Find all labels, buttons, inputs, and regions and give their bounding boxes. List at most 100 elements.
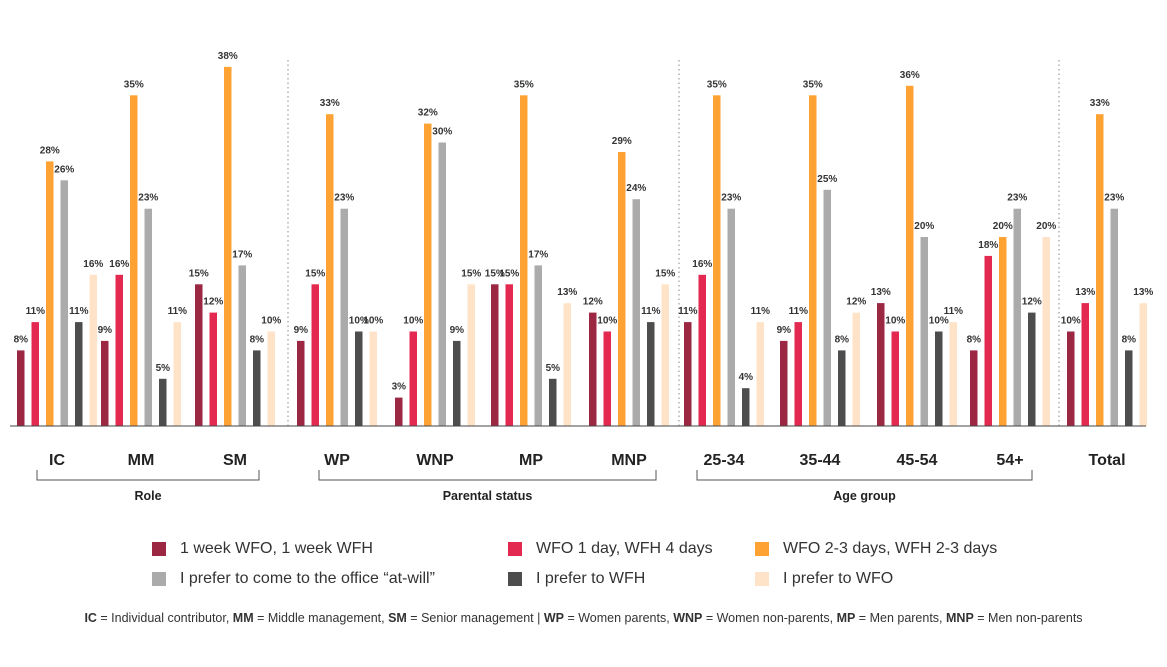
value-label: 33% — [1090, 98, 1110, 109]
bar — [684, 322, 692, 426]
legend-item: I prefer to WFH — [508, 570, 645, 588]
bar — [355, 331, 363, 426]
value-labels: 8% 11% 28% 26% 11% 16% 9% 16% 35% 23% 5% 11% 15% 12% 3… — [14, 51, 1154, 393]
category-label: 45-54 — [897, 452, 938, 469]
value-label: 16% — [83, 259, 103, 270]
value-label: 15% — [499, 268, 519, 279]
value-label: 20% — [993, 221, 1013, 232]
bar — [632, 199, 640, 426]
group-label: Parental status — [443, 489, 533, 503]
value-label: 4% — [739, 372, 754, 383]
bar — [31, 322, 39, 426]
bar — [999, 237, 1007, 426]
bar — [195, 284, 203, 427]
value-label: 10% — [1061, 316, 1081, 327]
value-label: 15% — [485, 268, 505, 279]
bar — [823, 189, 831, 426]
category-label: WNP — [416, 452, 454, 469]
value-label: 23% — [1104, 193, 1124, 204]
bar — [563, 303, 571, 426]
value-label: 23% — [334, 193, 354, 204]
bar — [17, 350, 25, 426]
value-label: 13% — [557, 287, 577, 298]
value-label: 17% — [528, 249, 548, 260]
bar — [780, 340, 788, 426]
footnote-text: = Middle management, — [253, 611, 389, 625]
bar — [144, 208, 152, 426]
legend-item: I prefer to come to the office “at-will” — [152, 570, 435, 588]
bar — [340, 208, 348, 426]
bar — [173, 322, 181, 426]
value-label: 33% — [320, 98, 340, 109]
footnote-text: = Individual contributor, — [96, 611, 233, 625]
bar — [1139, 303, 1147, 426]
bar — [891, 331, 899, 426]
bar — [297, 340, 305, 426]
bar — [1125, 350, 1133, 426]
bar — [809, 95, 817, 427]
bar — [549, 378, 557, 427]
bar — [438, 142, 446, 426]
bar — [311, 284, 319, 427]
category-label: 25-34 — [704, 452, 745, 469]
value-label: 10% — [261, 316, 281, 327]
footnote-text: = Senior management | — [406, 611, 544, 625]
bar — [505, 284, 513, 427]
bar — [1096, 114, 1104, 426]
group-label: Role — [134, 489, 161, 503]
value-label: 8% — [14, 334, 29, 345]
value-label: 10% — [403, 316, 423, 327]
value-label: 11% — [944, 306, 964, 317]
value-label: 10% — [349, 316, 369, 327]
category-label: SM — [223, 452, 247, 469]
bar — [727, 208, 735, 426]
bar — [949, 322, 957, 426]
value-label: 23% — [138, 193, 158, 204]
bar — [491, 284, 499, 427]
bar — [467, 284, 475, 427]
bar — [742, 388, 750, 426]
bar — [453, 340, 461, 426]
legend-label: I prefer to WFH — [536, 570, 646, 587]
bar — [647, 322, 655, 426]
value-label: 26% — [54, 164, 74, 175]
bar — [661, 284, 669, 427]
bar — [159, 378, 167, 427]
bar — [534, 265, 542, 426]
footnote-abbr: IC — [84, 611, 97, 625]
value-label: 10% — [885, 316, 905, 327]
value-label: 32% — [418, 108, 438, 119]
group-bracket — [36, 470, 260, 481]
bar — [589, 312, 597, 426]
legend-swatch — [508, 542, 522, 556]
category-label: MM — [128, 452, 155, 469]
value-label: 20% — [914, 221, 934, 232]
category-label: Total — [1088, 452, 1125, 469]
bar — [838, 350, 846, 426]
footnote-text: = Women non-parents, — [702, 611, 837, 625]
bar — [60, 180, 68, 426]
legend-item: I prefer to WFO — [755, 570, 893, 588]
legend-swatch — [508, 572, 522, 586]
value-label: 9% — [98, 325, 113, 336]
footnote: IC = Individual contributor, MM = Middle… — [0, 611, 1167, 625]
value-label: 11% — [678, 306, 698, 317]
bar — [253, 350, 261, 426]
legend-label: WFO 1 day, WFH 4 days — [536, 540, 713, 557]
category-label: MNP — [611, 452, 647, 469]
group-bracket — [696, 470, 1033, 481]
value-label: 13% — [1133, 287, 1153, 298]
value-label: 11% — [751, 306, 771, 317]
bar — [906, 85, 914, 427]
value-label: 11% — [641, 306, 661, 317]
legend-label: I prefer to come to the office “at-will” — [180, 570, 435, 587]
value-label: 15% — [461, 268, 481, 279]
value-label: 23% — [721, 193, 741, 204]
footnote-abbr: MP — [836, 611, 856, 625]
category-label: MP — [519, 452, 543, 469]
bar — [75, 322, 83, 426]
legend-swatch — [152, 542, 166, 556]
value-label: 10% — [363, 316, 383, 327]
category-labels: IC MM SM WP WNP MP MNP 25-34 35-44 45-54 54+ Total — [49, 452, 1126, 469]
value-label: 9% — [294, 325, 309, 336]
